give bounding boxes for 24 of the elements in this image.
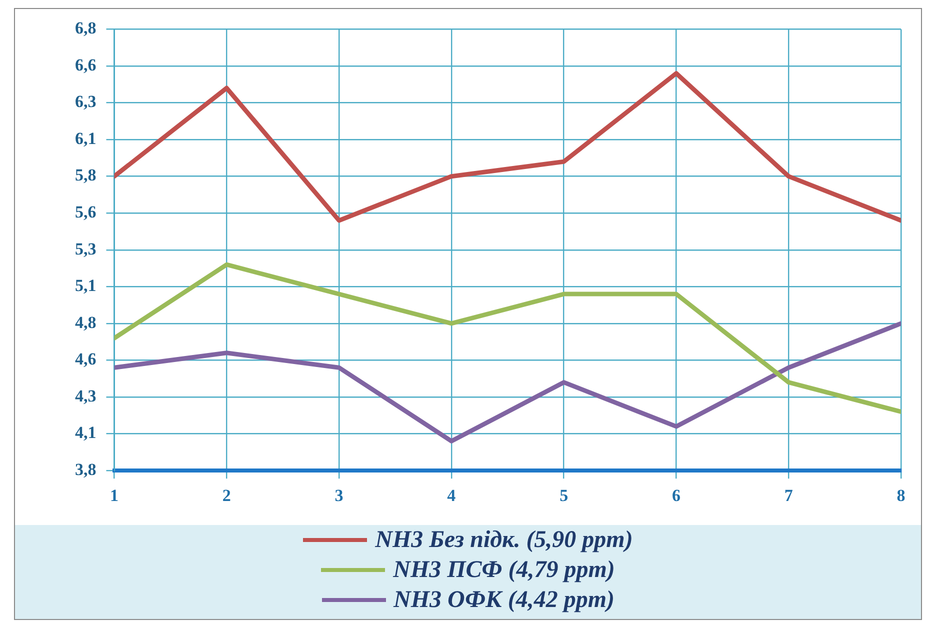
x-tick-label: 8 (896, 486, 906, 506)
y-tick-label: 5,6 (75, 202, 96, 222)
y-tick-label: 5,1 (75, 276, 96, 296)
legend-label: NH3 ПСФ (4,79 ppm) (393, 556, 615, 584)
x-tick-label: 4 (447, 486, 456, 506)
x-tick-label: 7 (784, 486, 794, 506)
x-tick-label: 3 (334, 486, 344, 506)
y-tick-label: 5,8 (75, 166, 96, 185)
y-tick-label: 4,6 (75, 350, 96, 369)
y-tick-label: 3,8 (75, 460, 96, 479)
x-tick-label: 6 (672, 486, 680, 506)
y-tick-label: 6,1 (75, 128, 96, 148)
y-tick-label: 4,1 (75, 423, 96, 442)
y-tick-label: 5,3 (75, 239, 96, 258)
y-tick-label: 4,3 (75, 386, 96, 406)
x-tick-label: 5 (560, 486, 568, 506)
legend-label: NH3 Без підк. (5,90 ppm) (375, 526, 633, 554)
x-tick-label: 1 (110, 486, 118, 506)
y-tick-label: 4,8 (75, 312, 96, 332)
legend-label: NH3 ОФК (4,42 ppm) (394, 586, 614, 614)
x-tick-label: 2 (222, 486, 231, 506)
y-tick-label: 6,3 (75, 92, 96, 112)
y-tick-label: 6,8 (75, 18, 96, 38)
y-tick-label: 6,6 (75, 55, 96, 74)
